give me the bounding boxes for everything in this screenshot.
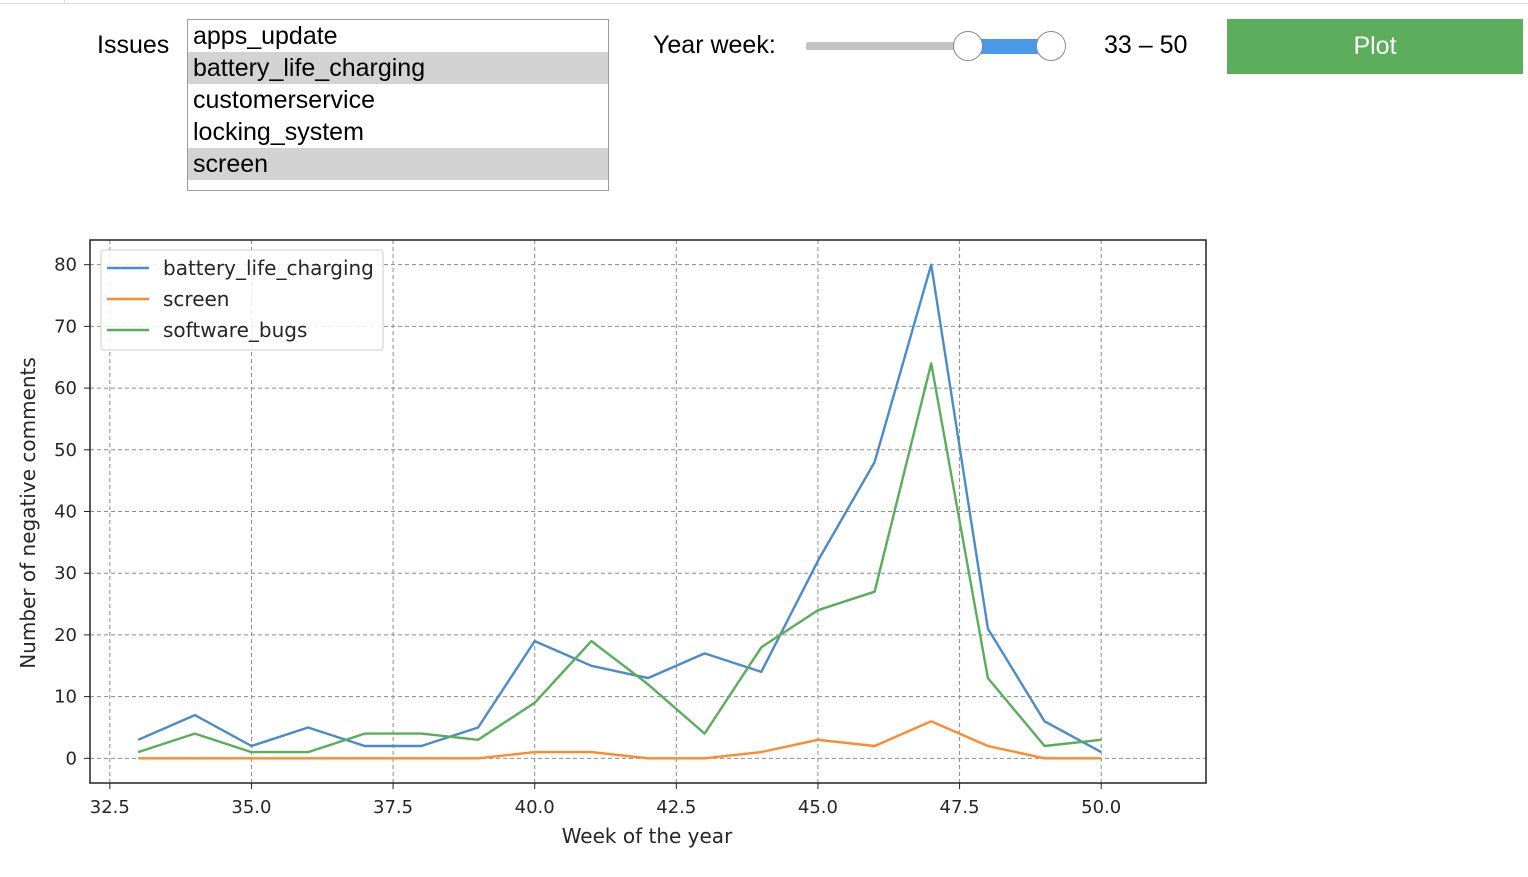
- axis-ticks: 32.5 35.0 37.5 40.0 42.5 45.0 47.5 50.0 0 10 20 30 4…: [54, 255, 1121, 818]
- legend-box: [100, 249, 384, 351]
- x-axis-title: Week of the year: [562, 824, 733, 848]
- slider-track[interactable]: [806, 42, 1061, 50]
- year-week-range-slider[interactable]: [806, 28, 1074, 66]
- year-week-value: 33 – 50: [1104, 31, 1188, 59]
- legend-label-software-bugs: software_bugs: [163, 318, 307, 342]
- issue-option-locking-system[interactable]: locking_system: [193, 118, 364, 146]
- top-border: [0, 3, 1528, 4]
- series-line-battery-life-charging: [137, 263, 1102, 754]
- year-week-label: Year week:: [653, 31, 776, 59]
- x-tick-label: 32.5: [90, 797, 130, 818]
- slider-selected-range: [967, 39, 1052, 54]
- y-tick-label: 60: [54, 378, 77, 399]
- x-tick-label: 45.0: [798, 797, 838, 818]
- issues-label: Issues: [97, 31, 170, 59]
- y-tick-label: 80: [54, 255, 77, 276]
- y-tick-label: 50: [54, 440, 77, 461]
- x-tick-label: 47.5: [940, 797, 980, 818]
- legend-label-screen: screen: [163, 287, 229, 311]
- issues-multiselect[interactable]: apps_update battery_life_charging custom…: [187, 19, 609, 191]
- legend-label-battery-life-charging: battery_life_charging: [163, 256, 374, 280]
- y-tick-label: 70: [54, 316, 77, 337]
- top-border-tick: [64, 0, 65, 4]
- x-tick-label: 37.5: [373, 797, 413, 818]
- series-line-screen: [138, 720, 1102, 760]
- y-axis-title: Number of negative comments: [16, 357, 40, 669]
- y-tick-label: 0: [66, 748, 77, 769]
- x-tick-label: 35.0: [231, 797, 271, 818]
- y-tick-label: 10: [54, 687, 77, 708]
- issue-option-customerservice[interactable]: customerservice: [193, 86, 375, 114]
- chart-series: [137, 263, 1102, 760]
- issue-option-screen[interactable]: screen: [188, 148, 608, 180]
- x-tick-label: 42.5: [656, 797, 696, 818]
- plot-button[interactable]: Plot: [1227, 19, 1523, 74]
- y-tick-label: 40: [54, 502, 77, 523]
- x-tick-label: 50.0: [1081, 797, 1121, 818]
- y-tick-label: 30: [54, 563, 77, 584]
- issue-option-battery-life-charging[interactable]: battery_life_charging: [188, 52, 608, 84]
- x-tick-label: 40.0: [515, 797, 555, 818]
- series-line-software-bugs: [137, 362, 1102, 754]
- line-chart: 32.5 35.0 37.5 40.0 42.5 45.0 47.5 50.0 0 10 20 30 4…: [16, 239, 1207, 848]
- slider-handle-low[interactable]: [952, 31, 983, 61]
- issue-option-apps-update[interactable]: apps_update: [193, 22, 338, 50]
- y-tick-label: 20: [54, 625, 77, 646]
- slider-handle-high[interactable]: [1036, 31, 1067, 61]
